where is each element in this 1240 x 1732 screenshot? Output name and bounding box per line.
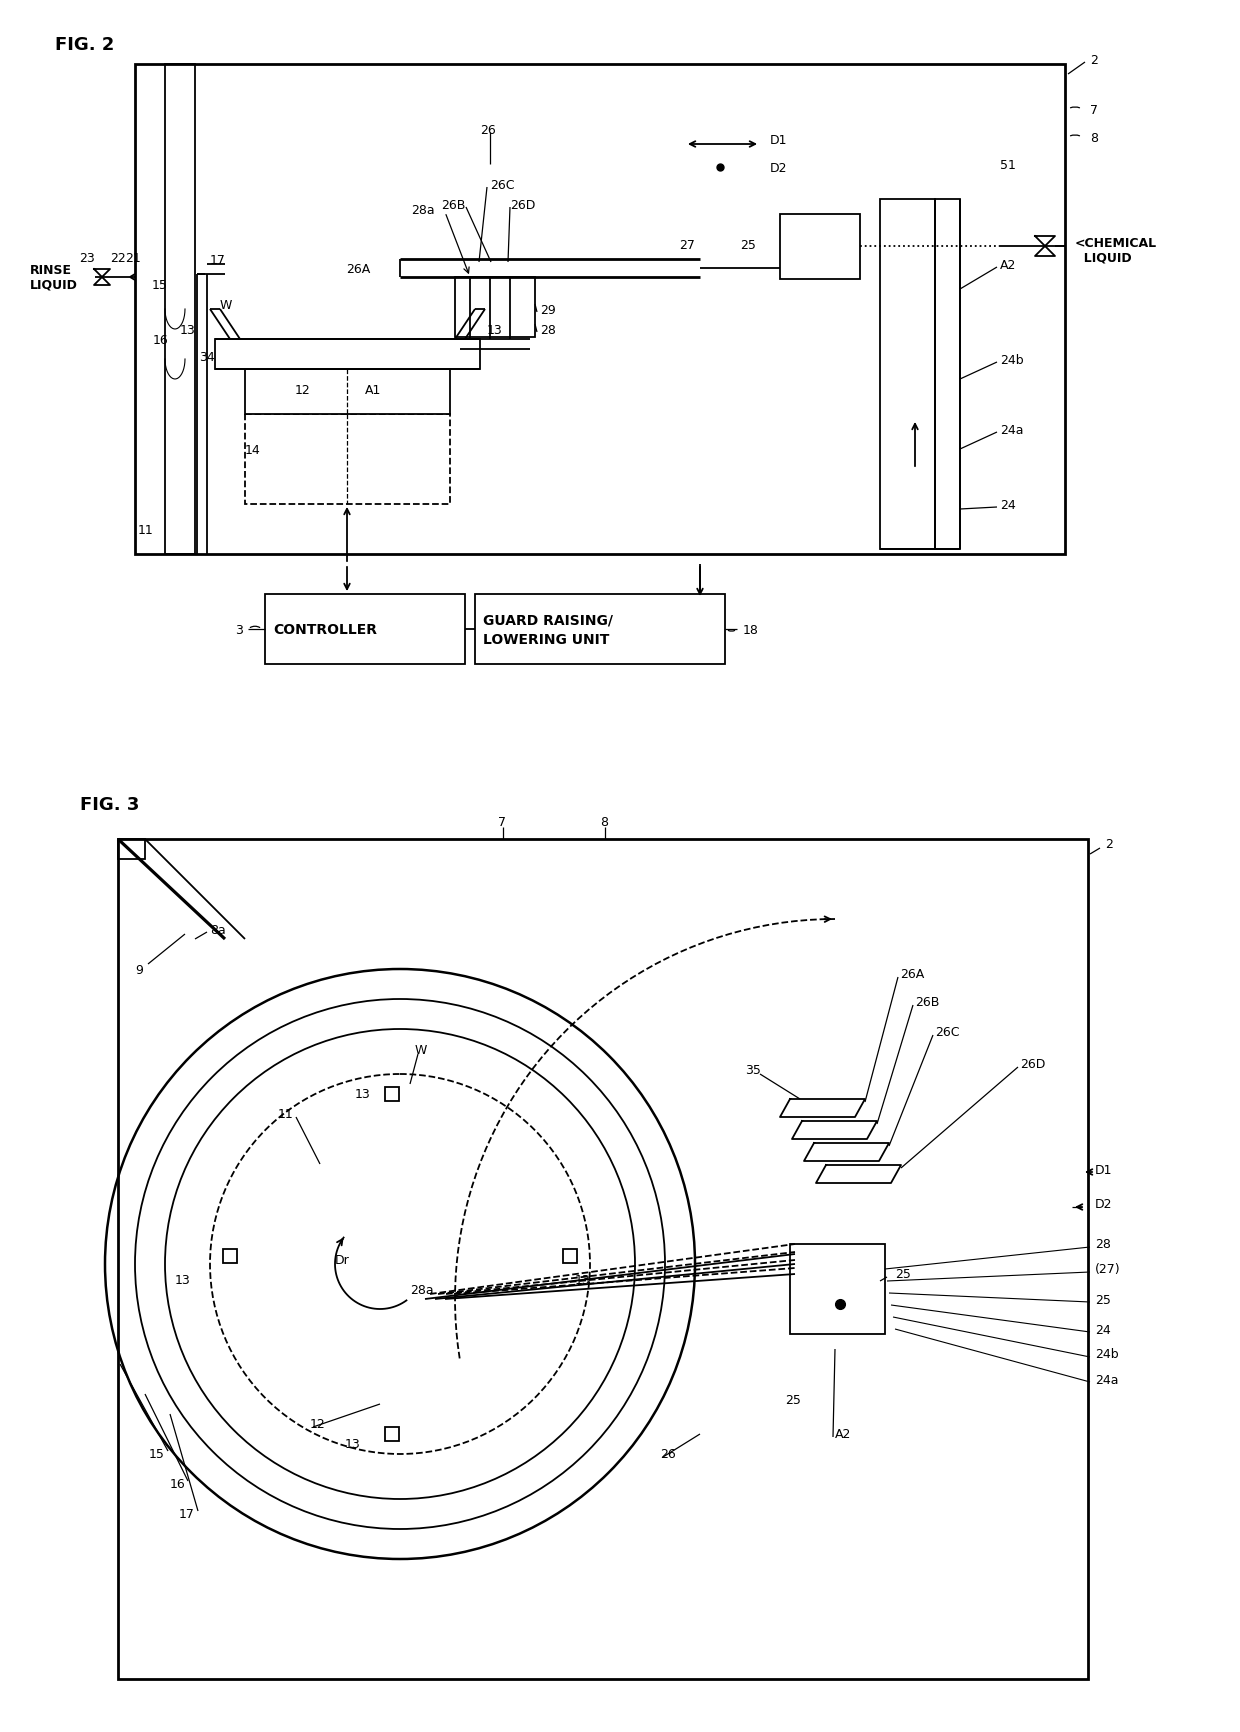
Text: 26D: 26D (1021, 1058, 1045, 1070)
Text: Dr: Dr (335, 1252, 350, 1266)
Bar (215, 339, 480, 371)
Text: 24b: 24b (1095, 1347, 1118, 1361)
Text: 24: 24 (1095, 1323, 1111, 1335)
Text: D1: D1 (1095, 1162, 1112, 1176)
Text: <CHEMICAL: <CHEMICAL (1075, 236, 1157, 249)
Text: A1: A1 (365, 383, 382, 397)
Text: 17: 17 (179, 1507, 195, 1521)
Text: 8: 8 (600, 816, 608, 830)
Text: 24a: 24a (1095, 1373, 1118, 1386)
Text: W: W (415, 1043, 428, 1057)
Text: 28: 28 (539, 324, 556, 336)
Text: 26: 26 (480, 123, 496, 137)
Text: 29: 29 (539, 303, 556, 317)
Bar (384, 1088, 399, 1102)
Bar (475, 594, 725, 665)
Text: 8a: 8a (210, 923, 226, 935)
Text: 13: 13 (180, 324, 195, 336)
Text: 26B: 26B (915, 996, 940, 1010)
Text: 25: 25 (785, 1393, 801, 1406)
Text: 14: 14 (246, 443, 260, 456)
Bar (246, 414, 450, 504)
Text: 28a: 28a (410, 1283, 434, 1296)
Bar (265, 594, 465, 665)
Text: 26B: 26B (440, 199, 465, 211)
Bar (455, 277, 534, 338)
Text: 26C: 26C (490, 178, 515, 192)
Text: 25: 25 (740, 239, 756, 251)
Bar (790, 1244, 885, 1334)
Text: 26A: 26A (900, 968, 924, 980)
Text: 51: 51 (999, 158, 1016, 171)
Text: 13: 13 (487, 324, 502, 336)
Text: GUARD RAISING/: GUARD RAISING/ (484, 613, 613, 627)
Text: 7: 7 (498, 816, 506, 830)
Text: 26C: 26C (935, 1025, 960, 1039)
Text: 17: 17 (210, 253, 226, 267)
Text: 26: 26 (660, 1448, 676, 1460)
Text: D2: D2 (1095, 1199, 1112, 1211)
Text: 26D: 26D (510, 199, 536, 211)
Text: FIG. 2: FIG. 2 (55, 36, 114, 54)
Bar (880, 199, 935, 549)
Text: 7: 7 (1090, 104, 1097, 116)
Text: 16: 16 (153, 333, 167, 346)
Text: 13: 13 (175, 1273, 191, 1285)
Bar (384, 1427, 399, 1441)
Text: 34: 34 (200, 350, 215, 364)
Text: 2: 2 (1090, 54, 1097, 66)
Text: LOWERING UNIT: LOWERING UNIT (484, 632, 609, 646)
Bar (223, 1249, 237, 1263)
Text: 24: 24 (999, 499, 1016, 511)
Text: 11: 11 (138, 523, 154, 537)
Text: D1: D1 (770, 133, 787, 147)
Text: LIQUID: LIQUID (1075, 251, 1132, 265)
Text: W: W (219, 298, 232, 312)
Text: 11: 11 (278, 1108, 293, 1121)
Bar (935, 199, 960, 549)
Text: 18: 18 (743, 624, 759, 636)
Text: 13: 13 (355, 1088, 370, 1102)
Text: 24b: 24b (999, 353, 1024, 365)
Text: 28a: 28a (412, 203, 435, 216)
Text: (27): (27) (1095, 1263, 1121, 1276)
Text: 12: 12 (310, 1419, 326, 1431)
Text: FIG. 3: FIG. 3 (81, 795, 139, 814)
Bar (165, 66, 195, 554)
Bar (246, 371, 450, 414)
Text: 28: 28 (1095, 1238, 1111, 1251)
Bar (780, 215, 861, 281)
Text: 12: 12 (295, 383, 311, 397)
Text: 13: 13 (575, 1273, 590, 1285)
Text: 35: 35 (745, 1063, 761, 1076)
Bar (118, 840, 1087, 1678)
Text: 25: 25 (895, 1268, 911, 1280)
Bar (563, 1249, 577, 1263)
Text: 22: 22 (110, 251, 125, 265)
Text: 25: 25 (1095, 1292, 1111, 1306)
Text: D2: D2 (770, 161, 787, 175)
Bar (118, 840, 145, 859)
Text: 15: 15 (149, 1448, 165, 1460)
Text: 24a: 24a (999, 423, 1023, 436)
Text: CONTROLLER: CONTROLLER (273, 622, 377, 637)
Text: A2: A2 (835, 1427, 852, 1441)
Bar (135, 66, 1065, 554)
Text: 3: 3 (236, 624, 243, 636)
Text: 9: 9 (135, 963, 143, 975)
Text: 21: 21 (125, 251, 141, 265)
Text: LIQUID: LIQUID (30, 279, 78, 291)
Text: 26A: 26A (346, 262, 370, 275)
Text: 23: 23 (79, 251, 95, 265)
Text: RINSE: RINSE (30, 263, 72, 277)
Text: A2: A2 (999, 258, 1017, 272)
Text: 13: 13 (345, 1438, 361, 1451)
Text: 8: 8 (1090, 132, 1097, 144)
Text: 16: 16 (169, 1477, 185, 1491)
Text: 15: 15 (153, 279, 167, 291)
Text: 2: 2 (1105, 838, 1112, 850)
Text: 27: 27 (680, 239, 694, 251)
